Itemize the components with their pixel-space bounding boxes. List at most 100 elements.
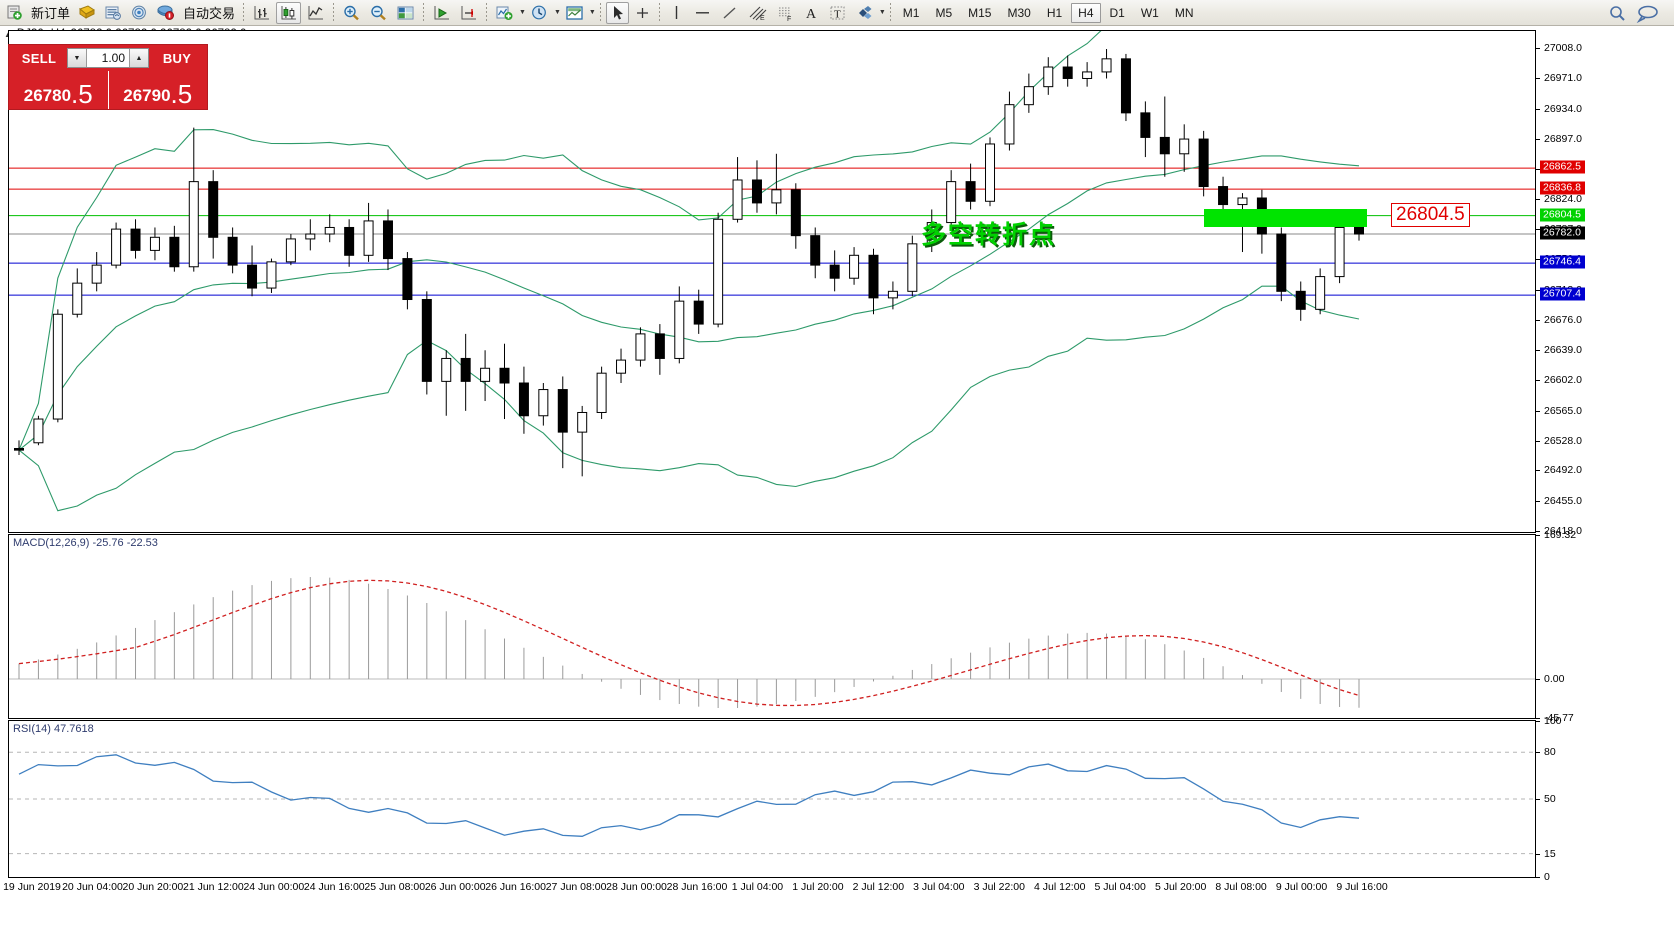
line-chart-icon[interactable]	[303, 2, 328, 24]
crosshair-icon[interactable]	[631, 2, 654, 24]
chart-shift-icon[interactable]	[456, 2, 481, 24]
price-axis-pill-support[interactable]: 26707.4	[1540, 287, 1585, 301]
rsi-label: RSI(14) 47.7618	[13, 723, 94, 735]
text-label-icon[interactable]: T	[825, 2, 850, 24]
time-axis-label: 5 Jul 20:00	[1154, 881, 1207, 893]
price-callout: 26804.5	[1391, 202, 1470, 227]
buy-button[interactable]: BUY	[162, 50, 192, 66]
zoom-in-icon[interactable]	[339, 2, 364, 24]
price-axis[interactable]: 27008.026971.026934.026897.026860.026824…	[1536, 30, 1666, 537]
price-plot	[9, 31, 1535, 512]
price-axis-tick: 26528.0	[1536, 435, 1582, 447]
horizontal-line-icon[interactable]	[690, 2, 715, 24]
data-window-icon[interactable]	[101, 2, 125, 24]
period-icon[interactable]	[527, 2, 552, 24]
occ-controls: SELL ▼ 1.00 ▲ BUY	[9, 45, 207, 71]
volume-dropdown-icon[interactable]: ▼	[68, 49, 87, 67]
timeframe-m30[interactable]: M30	[1007, 5, 1031, 20]
magnifier-icon	[1606, 4, 1666, 24]
time-axis-label: 1 Jul 20:00	[792, 881, 844, 893]
navigator-icon[interactable]	[127, 2, 151, 24]
time-axis-label: 20 Jun 04:00	[62, 881, 123, 893]
svg-text:E: E	[760, 15, 765, 22]
time-axis-label: 3 Jul 04:00	[913, 881, 965, 893]
time-axis-label: 1 Jul 04:00	[731, 881, 784, 893]
zoom-out-icon[interactable]	[366, 2, 391, 24]
time-axis-label: 19 Jun 2019	[3, 881, 61, 893]
text-icon[interactable]: A	[800, 2, 823, 24]
cursor-icon[interactable]	[605, 1, 629, 24]
toolbar-separator	[658, 2, 660, 23]
macd-axis-tick: 169.32	[1536, 529, 1576, 541]
price-axis-pill-last-price[interactable]: 26782.0	[1540, 226, 1585, 240]
collapse-icon[interactable]: ▲	[4, 30, 12, 39]
price-axis-tick: 26418.0	[1536, 525, 1582, 537]
price-axis-pill-support[interactable]: 26746.4	[1540, 255, 1585, 269]
volume-up-icon[interactable]: ▲	[129, 49, 148, 67]
timeframe-mn[interactable]: MN	[1174, 5, 1194, 20]
terminal-icon[interactable]	[75, 2, 99, 24]
timeframe-m15[interactable]: M15	[968, 5, 992, 20]
volume-stepper[interactable]: ▼ 1.00 ▲	[67, 48, 149, 68]
strategy-tester-icon[interactable]	[153, 2, 178, 24]
auto-trading-label[interactable]: 自动交易	[183, 6, 236, 21]
new-order-icon[interactable]	[3, 2, 26, 24]
chart-annotation-text: 多空转折点	[921, 220, 1057, 250]
timeframe-m5[interactable]: M5	[935, 5, 953, 20]
time-axis-label: 4 Jul 12:00	[1034, 881, 1086, 893]
auto-scroll-icon[interactable]	[429, 2, 454, 24]
one-click-trading-panel[interactable]: SELL ▼ 1.00 ▲ BUY 26780 .5 26790 .5	[8, 44, 208, 110]
chevron-down-icon[interactable]: ▼	[553, 9, 561, 16]
macd-pane[interactable]: MACD(12,26,9) -25.76 -22.53	[8, 534, 1536, 719]
price-axis-pill-resistance[interactable]: 26836.8	[1540, 181, 1585, 195]
macd-label: MACD(12,26,9) -25.76 -22.53	[13, 537, 158, 549]
templates-icon[interactable]	[562, 2, 587, 24]
price-axis-tick: 26897.0	[1536, 133, 1582, 145]
bar-chart-icon[interactable]	[249, 2, 274, 24]
time-axis-label: 28 Jun 16:00	[666, 881, 728, 893]
timeframe-d1[interactable]: D1	[1109, 5, 1125, 20]
time-axis-label: 26 Jun 16:00	[485, 881, 546, 893]
timeframe-w1[interactable]: W1	[1140, 5, 1159, 20]
volume-input[interactable]: 1.00	[101, 51, 125, 65]
timeframe-h4[interactable]: H4	[1071, 2, 1101, 23]
new-order-label[interactable]: 新订单	[31, 6, 71, 21]
price-axis-pill-pivot[interactable]: 26804.5	[1540, 208, 1585, 222]
sell-button[interactable]: SELL	[21, 50, 57, 66]
time-axis[interactable]: 19 Jun 2019 20 Jun 04:00 20 Jun 20:00 21 Ju…	[3, 879, 1536, 901]
candlestick-icon[interactable]	[276, 1, 302, 24]
trendline-icon[interactable]	[717, 2, 742, 24]
chevron-down-icon[interactable]: ▼	[519, 9, 526, 16]
equidistant-channel-icon[interactable]: E	[744, 2, 771, 24]
indicators-icon[interactable]	[492, 2, 517, 24]
chevron-down-icon[interactable]: ▼	[588, 9, 596, 16]
svg-text:A: A	[806, 7, 817, 22]
svg-text:T: T	[834, 8, 841, 20]
grid-icon[interactable]	[393, 2, 418, 24]
buy-price-cell[interactable]: 26790 .5	[109, 71, 208, 109]
price-axis-tick: 26676.0	[1536, 314, 1582, 326]
price-axis-pill-resistance[interactable]: 26862.5	[1540, 160, 1585, 174]
macd-axis: 169.32 0.00 -45.77	[1536, 529, 1666, 724]
fibonacci-icon[interactable]: F	[773, 2, 798, 24]
time-axis-label: 9 Jul 00:00	[1275, 881, 1328, 893]
timeframe-m1[interactable]: M1	[902, 5, 920, 20]
timeframe-h1[interactable]: H1	[1046, 5, 1063, 20]
price-pane[interactable]: 多空转折点 26804.5	[8, 30, 1536, 533]
sell-price-cell[interactable]: 26780 .5	[9, 71, 109, 109]
toolbar-separator	[423, 2, 425, 23]
rsi-axis-tick: 100	[1536, 715, 1562, 727]
price-axis-tick: 26455.0	[1536, 495, 1582, 507]
chart-container[interactable]: 多空转折点 26804.5 MACD(12,26,9) -25.76 -22.5…	[3, 30, 1666, 945]
time-axis-label: 3 Jul 22:00	[973, 881, 1025, 893]
price-axis-tick: 26824.0	[1536, 193, 1582, 205]
macd-axis-tick: -45.77	[1536, 712, 1574, 724]
svg-text:F: F	[787, 16, 791, 22]
time-axis-label: 21 Jun 12:00	[183, 881, 244, 893]
chevron-down-icon[interactable]: ▼	[878, 9, 886, 16]
vertical-line-icon[interactable]	[665, 2, 688, 24]
objects-icon[interactable]	[852, 2, 877, 24]
sell-price-int: 26780	[23, 86, 72, 105]
highlight-zone	[1203, 209, 1367, 228]
rsi-pane[interactable]: RSI(14) 47.7618	[8, 720, 1536, 878]
